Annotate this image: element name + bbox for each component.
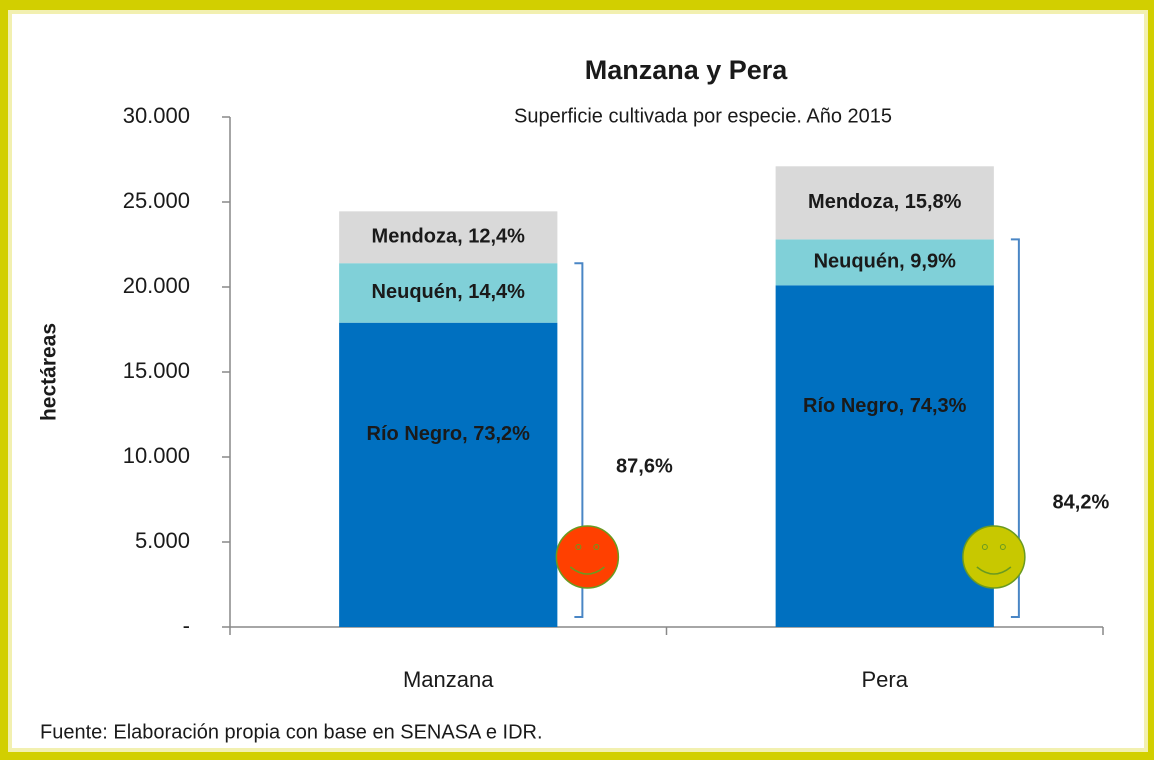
bar-segment xyxy=(339,211,558,264)
bar-segment xyxy=(339,263,558,323)
y-tick-label: - xyxy=(183,613,190,638)
source-note: Fuente: Elaboración propia con base en S… xyxy=(40,721,543,743)
smiley-eye xyxy=(593,544,600,550)
y-tick-label: 5.000 xyxy=(135,528,190,553)
x-tick-label: Manzana xyxy=(403,667,494,692)
y-tick-label: 25.000 xyxy=(123,188,190,213)
annotation: 84,2% xyxy=(1053,491,1110,513)
smiley-face xyxy=(962,525,1026,589)
bar-segment xyxy=(775,285,994,627)
bar-segment xyxy=(339,322,558,627)
smiley-mouth xyxy=(569,566,605,575)
chart-subtitle: Superficie cultivada por especie. Año 20… xyxy=(514,105,892,127)
chart-title: Manzana y Pera xyxy=(585,55,789,85)
data-label: Neuquén, 14,4% xyxy=(372,281,526,303)
smiley-face xyxy=(555,525,620,589)
bracket xyxy=(574,262,584,618)
data-label: Mendoza, 15,8% xyxy=(808,191,962,213)
bar-segment xyxy=(775,239,994,286)
data-label: Mendoza, 12,4% xyxy=(372,226,526,248)
y-tick-label: 15.000 xyxy=(123,358,190,383)
smiley-eye xyxy=(981,544,988,550)
y-axis-label: hectáreas xyxy=(38,323,61,421)
smiley-eye xyxy=(575,544,582,550)
y-tick-label: 20.000 xyxy=(123,273,190,298)
data-label: Río Negro, 73,2% xyxy=(367,423,531,445)
smiley-mouth xyxy=(976,566,1012,575)
smiley-eye xyxy=(999,544,1006,550)
annotation: 87,6% xyxy=(616,455,673,477)
x-tick-label: Pera xyxy=(862,667,909,692)
bracket xyxy=(1010,238,1020,618)
data-label: Río Negro, 74,3% xyxy=(803,395,967,417)
bar-segment xyxy=(775,166,994,240)
y-tick-label: 10.000 xyxy=(123,443,190,468)
y-tick-label: 30.000 xyxy=(123,103,190,128)
data-label: Neuquén, 9,9% xyxy=(814,251,956,273)
